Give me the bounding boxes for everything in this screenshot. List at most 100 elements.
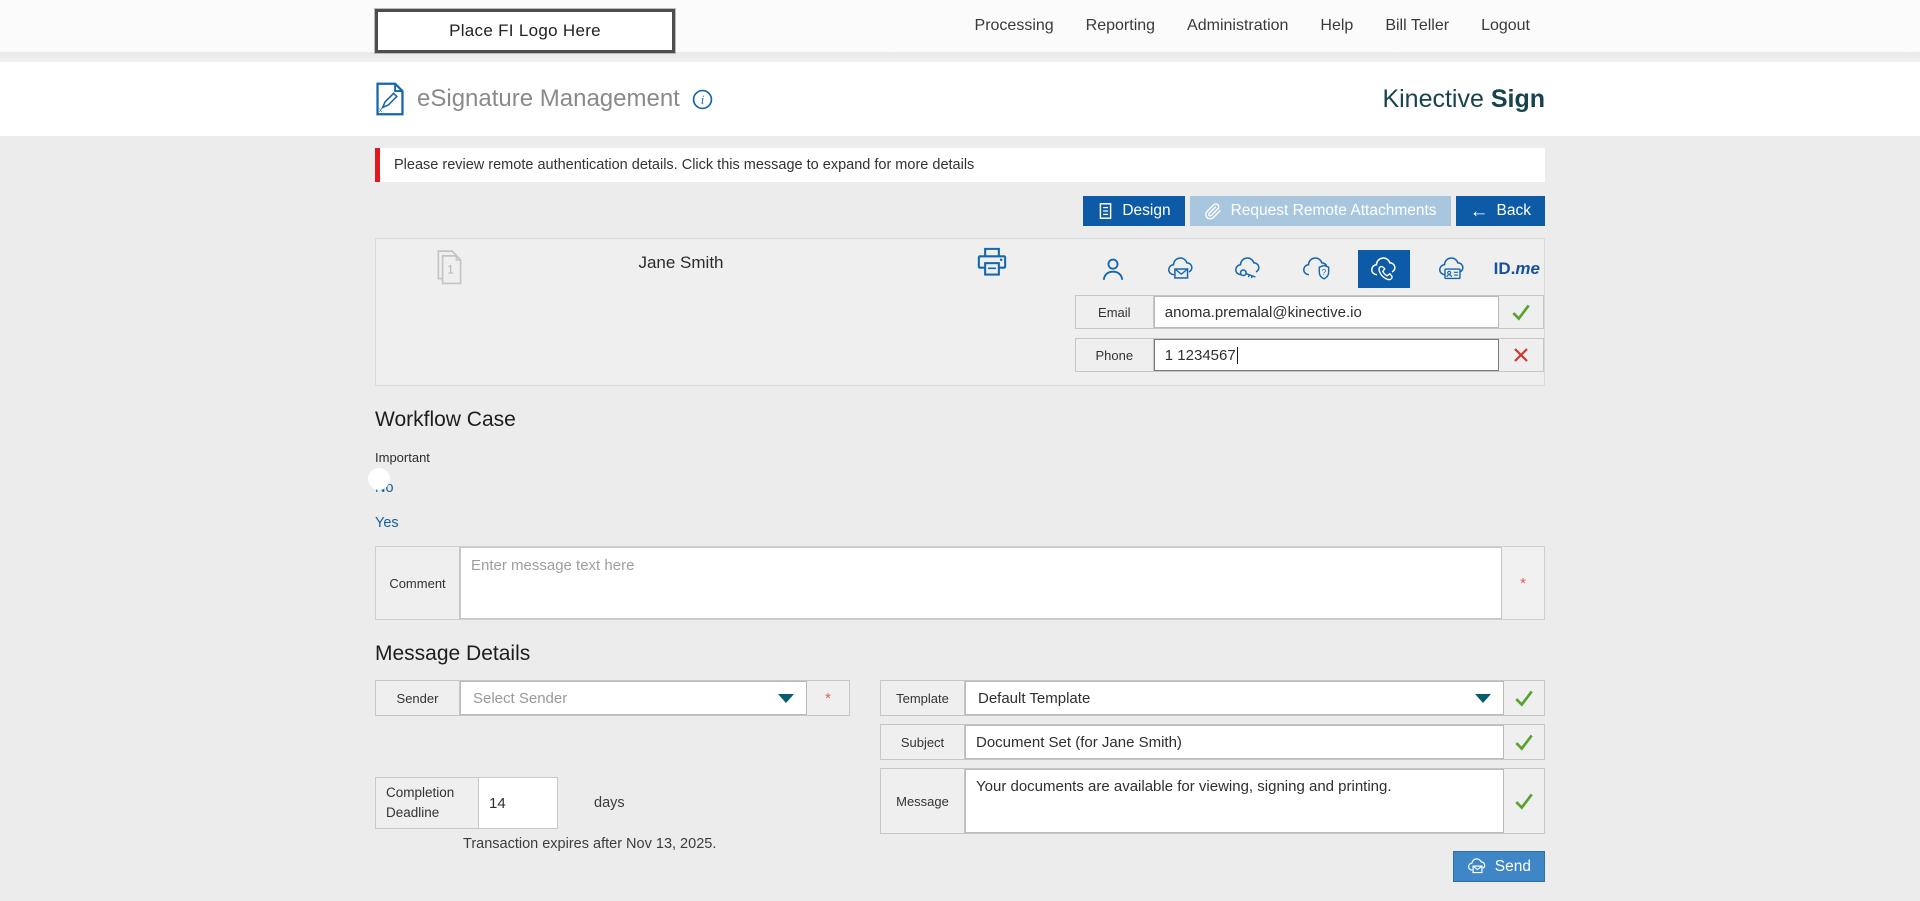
send-cloud-envelope-icon xyxy=(1467,858,1488,875)
workflow-case-heading: Workflow Case xyxy=(375,408,516,431)
brand-regular: Kinective xyxy=(1382,84,1491,113)
dropdown-arrow-icon xyxy=(1475,694,1491,703)
idme-bold-text: ID. xyxy=(1493,259,1516,278)
review-authentication-alert[interactable]: Please review remote authentication deta… xyxy=(375,148,1545,182)
comment-required-marker: * xyxy=(1520,574,1526,592)
sender-label: Sender xyxy=(376,681,460,715)
sender-field-row: Sender Select Sender * xyxy=(375,680,850,716)
sender-required-marker: * xyxy=(825,689,831,707)
paperclip-icon xyxy=(1204,202,1223,221)
recipient-panel: 1 Jane Smith xyxy=(375,238,1545,386)
action-toolbar: Design Request Remote Attachments ← Back xyxy=(375,196,1545,226)
esignature-document-icon: x xyxy=(375,82,405,116)
phone-field-row: Phone 1 1234567 xyxy=(1074,338,1544,372)
comment-textarea[interactable] xyxy=(460,547,1502,619)
phone-value: 1 1234567 xyxy=(1164,346,1236,364)
auth-cloud-phone-icon[interactable] xyxy=(1358,250,1411,288)
email-value: anoma.premalal@kinective.io xyxy=(1164,303,1362,321)
design-button-label: Design xyxy=(1122,202,1171,219)
message-value: Your documents are available for viewing… xyxy=(976,778,1392,795)
svg-text:1: 1 xyxy=(447,263,453,276)
phone-label: Phone xyxy=(1075,339,1154,371)
auth-cloud-id-card-icon[interactable] xyxy=(1426,250,1478,288)
days-unit-label: days xyxy=(594,795,625,811)
text-caret xyxy=(1236,346,1238,364)
completion-label-line2: Deadline xyxy=(386,805,440,820)
comment-label: Comment xyxy=(376,547,460,619)
template-label: Template xyxy=(881,681,965,715)
completion-deadline-row: Completion Deadline days xyxy=(375,777,850,829)
message-details-grid: Sender Select Sender * Completion Deadli… xyxy=(375,680,1545,882)
recipient-name: Jane Smith xyxy=(638,253,724,272)
template-field-row: Template Default Template xyxy=(880,680,1545,716)
nav-logout[interactable]: Logout xyxy=(1481,17,1530,34)
auth-cloud-email-icon[interactable] xyxy=(1155,250,1207,288)
sender-placeholder: Select Sender xyxy=(473,689,568,707)
expiry-note: Transaction expires after Nov 13, 2025. xyxy=(463,836,717,852)
auth-cloud-key-icon[interactable] xyxy=(1222,250,1274,288)
sender-dropdown[interactable]: Select Sender xyxy=(460,681,807,715)
back-arrow-icon: ← xyxy=(1469,200,1489,222)
main-nav: Processing Reporting Administration Help… xyxy=(975,0,1530,52)
nav-reporting[interactable]: Reporting xyxy=(1085,17,1156,34)
message-valid-check-icon xyxy=(1504,769,1544,833)
send-row: Send xyxy=(880,851,1545,882)
auth-cloud-security-question-icon[interactable]: ? xyxy=(1290,250,1342,288)
message-details-heading: Message Details xyxy=(375,642,531,665)
message-details-left-column: Sender Select Sender * Completion Deadli… xyxy=(375,680,850,852)
nav-administration[interactable]: Administration xyxy=(1187,17,1289,34)
subject-input[interactable]: Document Set (for Jane Smith) xyxy=(965,725,1504,759)
subject-valid-check-icon xyxy=(1504,725,1544,759)
idme-italic-text: me xyxy=(1515,259,1540,278)
email-input[interactable]: anoma.premalal@kinective.io xyxy=(1153,296,1499,328)
request-remote-attachments-button[interactable]: Request Remote Attachments xyxy=(1189,196,1451,226)
option-yes-label: Yes xyxy=(375,515,399,531)
brand-bold: Sign xyxy=(1490,84,1545,113)
send-button-label: Send xyxy=(1494,857,1531,875)
printer-icon[interactable] xyxy=(976,247,1008,277)
request-remote-attachments-label: Request Remote Attachments xyxy=(1230,202,1437,219)
email-label: Email xyxy=(1075,296,1154,328)
radio-ghost-circle xyxy=(368,468,390,490)
completion-deadline-label: Completion Deadline xyxy=(376,778,479,828)
completion-label-line1: Completion xyxy=(386,785,455,801)
recipient-auth-and-contact: ? xyxy=(1074,239,1544,385)
message-input[interactable]: Your documents are available for viewing… xyxy=(965,769,1504,833)
recipient-summary: 1 Jane Smith xyxy=(376,239,1075,385)
phone-invalid-x-icon xyxy=(1499,339,1543,371)
top-navigation-bar: Place FI Logo Here Processing Reporting … xyxy=(0,0,1920,54)
email-field-row: Email anoma.premalal@kinective.io xyxy=(1074,295,1544,329)
important-option-no[interactable]: No xyxy=(368,468,394,496)
subject-label: Subject xyxy=(881,725,965,759)
nav-user-bill-teller[interactable]: Bill Teller xyxy=(1385,17,1450,34)
template-value: Default Template xyxy=(978,689,1091,707)
message-details-right-column: Template Default Template Subject Docume… xyxy=(880,680,1545,882)
phone-input[interactable]: 1 1234567 xyxy=(1153,339,1499,371)
nav-processing[interactable]: Processing xyxy=(974,17,1054,34)
page-header: x eSignature Management i Kinective Sign xyxy=(0,62,1920,136)
fi-logo-text: Place FI Logo Here xyxy=(449,21,601,40)
message-field-row: Message Your documents are available for… xyxy=(880,768,1545,834)
auth-person-icon[interactable] xyxy=(1087,250,1139,288)
send-button[interactable]: Send xyxy=(1452,851,1545,882)
dropdown-arrow-icon xyxy=(778,694,794,703)
nav-help[interactable]: Help xyxy=(1320,17,1354,34)
design-document-icon xyxy=(1097,202,1114,220)
subject-value: Document Set (for Jane Smith) xyxy=(976,733,1182,751)
kinective-sign-logo: Kinective Sign xyxy=(1382,85,1545,114)
template-dropdown[interactable]: Default Template xyxy=(965,681,1504,715)
design-button[interactable]: Design xyxy=(1083,196,1185,226)
content-area: Please review remote authentication deta… xyxy=(0,136,1920,901)
important-option-yes[interactable]: Yes xyxy=(375,515,399,531)
info-icon[interactable]: i xyxy=(692,89,713,110)
email-valid-check-icon xyxy=(1499,296,1543,328)
header-divider xyxy=(0,52,1920,62)
comment-field-row: Comment * xyxy=(375,546,1545,620)
message-label: Message xyxy=(881,769,965,833)
page-title: eSignature Management xyxy=(417,85,680,112)
back-button[interactable]: ← Back xyxy=(1455,196,1545,226)
auth-idme-icon[interactable]: ID.me xyxy=(1494,259,1540,279)
completion-days-input[interactable] xyxy=(479,778,557,828)
svg-text:i: i xyxy=(701,92,704,106)
svg-text:x: x xyxy=(379,107,383,114)
